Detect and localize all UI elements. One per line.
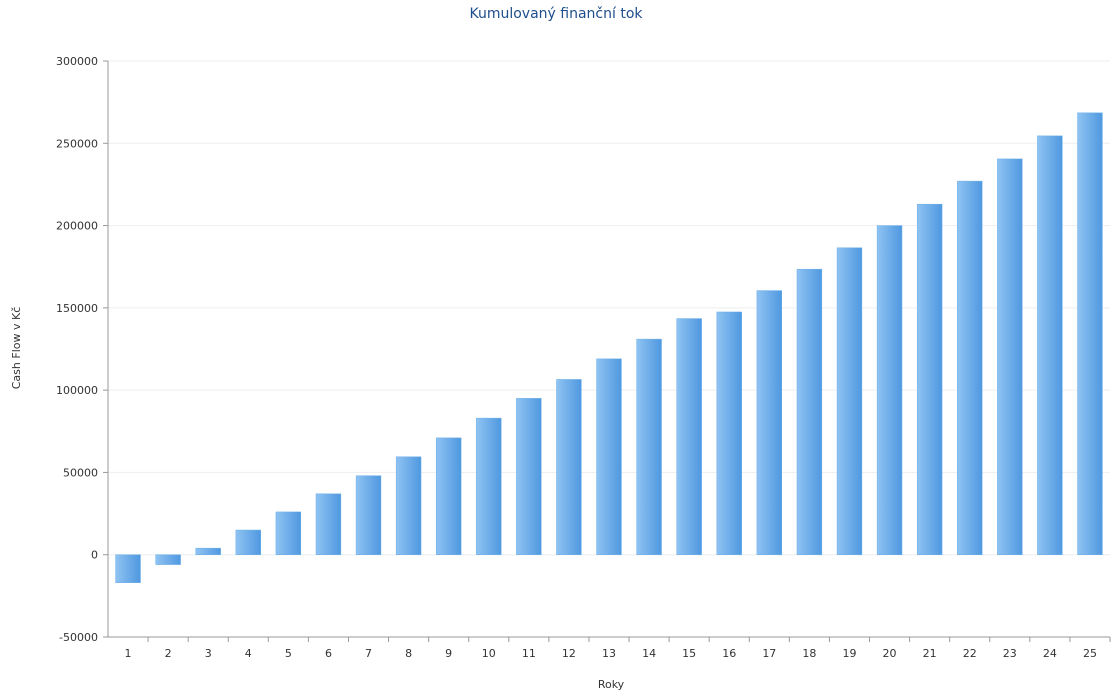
y-tick-label: 250000: [56, 137, 98, 150]
bar: [796, 268, 823, 555]
bar: [155, 554, 181, 565]
bar: [476, 417, 502, 555]
x-tick-label: 17: [762, 647, 776, 660]
x-tick-label: 22: [963, 647, 977, 660]
x-tick-label: 6: [325, 647, 332, 660]
chart-title: Kumulovaný finanční tok: [469, 6, 643, 22]
x-tick-label: 9: [445, 647, 452, 660]
bar: [636, 338, 662, 555]
bar: [876, 225, 903, 555]
bar: [957, 180, 983, 555]
x-tick-label: 14: [642, 647, 656, 660]
bar: [997, 158, 1023, 555]
bar: [315, 493, 342, 555]
bar: [436, 437, 462, 555]
x-tick-label: 5: [285, 647, 292, 660]
y-tick-label: 50000: [63, 466, 98, 479]
x-tick-label: 18: [802, 647, 816, 660]
bar: [556, 379, 582, 555]
bar: [115, 554, 141, 583]
bar: [275, 511, 302, 555]
bar: [676, 318, 702, 555]
x-tick-label: 24: [1043, 647, 1057, 660]
x-tick-label: 10: [482, 647, 496, 660]
x-tick-label: 25: [1083, 647, 1097, 660]
x-tick-label: 21: [923, 647, 937, 660]
bar: [235, 529, 261, 555]
axes: -50000 0 50000 100000 150000 200000 250000 3000…: [56, 55, 1111, 660]
x-tick-label: 23: [1003, 647, 1017, 660]
y-tick-label: 150000: [56, 302, 98, 315]
bar: [395, 456, 422, 555]
x-tick-label: 1: [125, 647, 132, 660]
bars: [115, 112, 1103, 583]
x-tick-label: 16: [722, 647, 736, 660]
x-tick-label: 11: [522, 647, 536, 660]
y-axis-title: Cash Flow v Kč: [10, 307, 23, 390]
x-tick-label: 19: [842, 647, 856, 660]
bar: [1037, 135, 1063, 555]
x-tick-label: 7: [365, 647, 372, 660]
bar: [355, 475, 382, 555]
x-tick-label: 2: [165, 647, 172, 660]
x-tick-label: 8: [405, 647, 412, 660]
y-tick-label: 0: [91, 549, 98, 562]
x-tick-label: 3: [205, 647, 212, 660]
y-tick-label: -50000: [59, 631, 98, 644]
y-tick-label: 200000: [56, 220, 98, 233]
y-tick-label: 300000: [56, 55, 98, 68]
bar: [596, 358, 622, 555]
bar: [756, 290, 782, 555]
bar: [1077, 112, 1103, 555]
y-tick-label: 100000: [56, 384, 98, 397]
bar: [195, 547, 221, 555]
bar: [836, 247, 863, 555]
x-tick-label: 15: [682, 647, 696, 660]
x-tick-label: 13: [602, 647, 616, 660]
x-tick-label: 4: [245, 647, 252, 660]
bar: [916, 203, 943, 555]
x-tick-label: 20: [883, 647, 897, 660]
x-tick-label: 12: [562, 647, 576, 660]
bar: [716, 311, 742, 555]
bar: [516, 398, 542, 555]
x-axis-title: Roky: [598, 678, 625, 690]
